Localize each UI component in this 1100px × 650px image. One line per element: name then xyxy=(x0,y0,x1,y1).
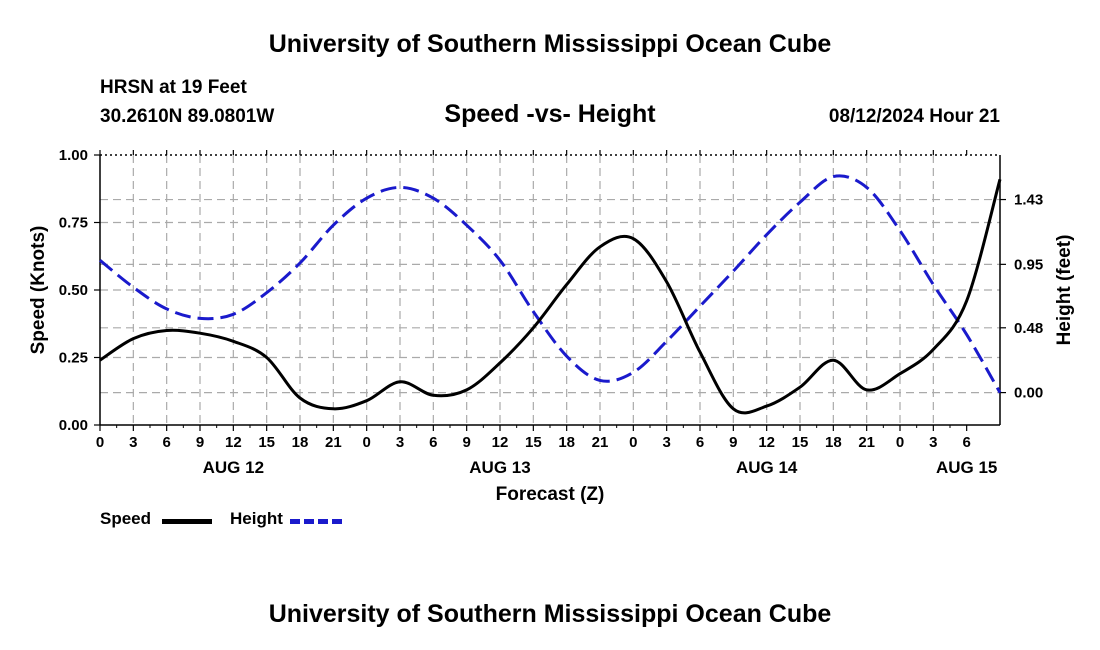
x-tick-label: 6 xyxy=(162,434,170,451)
x-tick-label: 0 xyxy=(96,434,104,451)
legend-speed-label: Speed xyxy=(100,509,152,528)
x-tick-label: 18 xyxy=(825,434,842,451)
y-tick-label: 0.25 xyxy=(59,350,88,367)
x-tick-label: 3 xyxy=(396,434,404,451)
x-tick-label: 15 xyxy=(525,434,542,451)
x-tick-label: 9 xyxy=(462,434,470,451)
x-tick-label: 0 xyxy=(896,434,904,451)
x-tick-label: 21 xyxy=(858,434,875,451)
y-tick-label: 0.00 xyxy=(59,417,88,434)
footer-title: University of Southern Mississippi Ocean… xyxy=(268,600,832,628)
chart-title: University of Southern Mississippi Ocean… xyxy=(268,30,832,58)
y-axis-title: Speed (Knots) xyxy=(28,226,49,355)
x-tick-label: 18 xyxy=(558,434,575,451)
y2-tick-label: 0.48 xyxy=(1014,320,1043,337)
station-label: HRSN at 19 Feet xyxy=(100,77,247,98)
x-tick-label: 6 xyxy=(696,434,704,451)
y2-tick-label: 1.43 xyxy=(1014,192,1043,209)
x-tick-label: 9 xyxy=(196,434,204,451)
coordinates-label: 30.2610N 89.0801W xyxy=(100,106,275,127)
chart-subtitle: Speed -vs- Height xyxy=(444,100,656,128)
x-tick-label: 18 xyxy=(292,434,309,451)
x-tick-label: 21 xyxy=(592,434,609,451)
x-tick-label: 3 xyxy=(929,434,937,451)
height-series-line xyxy=(99,174,1002,394)
y-tick-label: 0.50 xyxy=(59,282,88,299)
legend-speed-swatch xyxy=(162,519,212,524)
x-day-label: AUG 12 xyxy=(203,458,264,477)
x-day-label: AUG 14 xyxy=(736,458,798,477)
legend-height-swatch xyxy=(290,519,342,524)
x-axis-title: Forecast (Z) xyxy=(496,484,605,505)
x-tick-label: 3 xyxy=(662,434,670,451)
x-tick-label: 6 xyxy=(429,434,437,451)
x-tick-label: 9 xyxy=(729,434,737,451)
legend-height-label: Height xyxy=(230,509,283,528)
x-tick-label: 15 xyxy=(792,434,809,451)
x-day-label: AUG 13 xyxy=(469,458,530,477)
y2-tick-label: 0.00 xyxy=(1014,385,1043,402)
x-tick-label: 3 xyxy=(129,434,137,451)
y-tick-label: 1.00 xyxy=(59,147,88,164)
x-tick-label: 15 xyxy=(258,434,275,451)
x-day-label: AUG 15 xyxy=(936,458,997,477)
datetime-label: 08/12/2024 Hour 21 xyxy=(828,106,1000,127)
x-tick-label: 0 xyxy=(362,434,370,451)
y2-tick-label: 0.95 xyxy=(1014,256,1043,273)
x-tick-label: 12 xyxy=(492,434,509,451)
speed-series-line xyxy=(99,178,1002,415)
x-tick-label: 6 xyxy=(962,434,970,451)
x-tick-label: 21 xyxy=(325,434,342,451)
y2-axis-title: Height (feet) xyxy=(1054,235,1075,346)
x-tick-label: 12 xyxy=(758,434,775,451)
x-tick-label: 0 xyxy=(629,434,637,451)
y-tick-label: 0.75 xyxy=(59,215,88,232)
x-tick-label: 12 xyxy=(225,434,242,451)
